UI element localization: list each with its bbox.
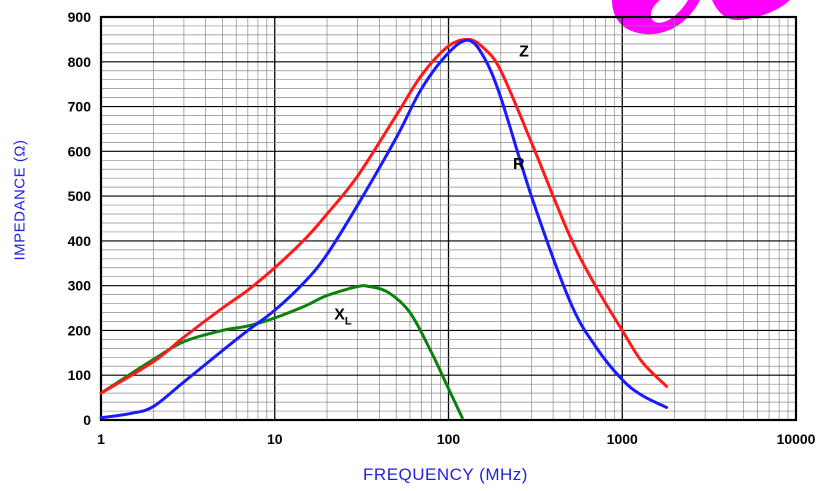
y-tick-label: 800 [68,54,92,70]
y-tick-label: 500 [68,188,92,204]
plot-frame [99,15,798,422]
y-tick-label: 200 [68,322,92,338]
annotation-xl: XL [334,306,352,327]
y-tick-label: 0 [83,412,91,428]
y-tick-label: 700 [68,99,92,115]
series-lines [99,37,669,420]
x-tick-label: 1000 [607,431,638,447]
annotation-z: Z [519,43,529,60]
x-tick-label: 100 [437,431,461,447]
y-axis-ticks: 0 100 200 300 400 500 600 700 800 900 [68,9,92,428]
y-tick-label: 900 [68,9,92,25]
y-tick-label: 400 [68,233,92,249]
x-axis-ticks: 1 10 100 1000 10000 [97,431,816,447]
series-line-z [99,37,669,395]
annotation-subscript: L [345,315,352,327]
y-axis-title: IMPEDANCE (Ω) [11,139,29,261]
y-tick-label: 600 [68,143,92,159]
series-line-xl [99,284,464,420]
x-axis-title: FREQUENCY (MHz) [363,465,528,484]
x-tick-label: 10 [267,431,283,447]
y-tick-label: 300 [68,278,92,294]
x-tick-label: 1 [97,431,105,447]
y-tick-label: 100 [68,367,92,383]
x-tick-label: 10000 [777,431,816,447]
grid [100,16,797,421]
series-line-r [99,38,669,420]
y-axis-title-wrap: IMPEDANCE (Ω) [6,90,34,310]
annotation-r: R [513,156,525,173]
